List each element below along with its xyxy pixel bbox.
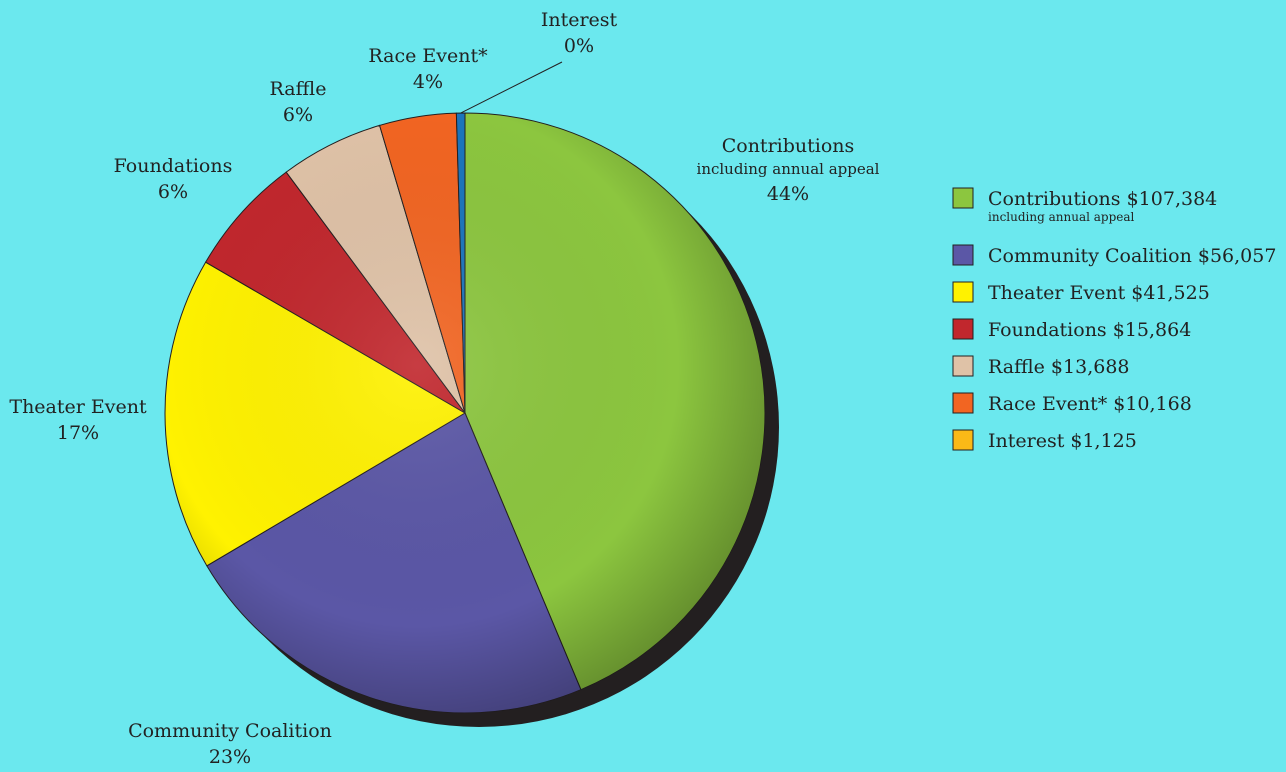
legend-text-5: Race Event* $10,168 xyxy=(988,393,1192,415)
slice-label-interest: Interest xyxy=(541,9,618,31)
slice-percent-community: 23% xyxy=(209,746,251,768)
legend-text-1: Community Coalition $56,057 xyxy=(988,245,1276,267)
legend-text-4: Raffle $13,688 xyxy=(988,356,1130,378)
legend-text-3: Foundations $15,864 xyxy=(988,319,1191,341)
slice-percent-raffle: 6% xyxy=(283,104,313,126)
slice-percent-contributions: 44% xyxy=(767,183,809,205)
legend-swatch-5 xyxy=(952,392,974,414)
slice-label-race: Race Event* xyxy=(368,45,488,67)
slice-percent-foundations: 6% xyxy=(158,181,188,203)
leader-line-interest xyxy=(460,61,563,114)
legend-swatch-6 xyxy=(952,429,974,451)
slice-percent-race: 4% xyxy=(413,71,443,93)
legend-swatch-4 xyxy=(952,355,974,377)
slice-labels: Contributions including annual appeal 44% C… xyxy=(9,9,879,768)
slice-percent-theater: 17% xyxy=(57,422,99,444)
legend-swatch-2 xyxy=(952,281,974,303)
pie-slices xyxy=(164,112,766,714)
legend-text-6: Interest $1,125 xyxy=(988,430,1137,452)
legend-subtext-0: including annual appeal xyxy=(988,210,1135,224)
legend-text-2: Theater Event $41,525 xyxy=(988,282,1210,304)
legend-swatch-3 xyxy=(952,318,974,340)
slice-percent-interest: 0% xyxy=(564,35,594,57)
slice-sublabel-contributions: including annual appeal xyxy=(697,160,880,178)
slice-label-raffle: Raffle xyxy=(270,78,327,100)
slice-label-contributions: Contributions xyxy=(722,135,855,157)
legend-text-0: Contributions $107,384 xyxy=(988,188,1217,210)
slice-label-community: Community Coalition xyxy=(128,720,332,742)
slice-label-theater: Theater Event xyxy=(9,396,147,418)
legend-swatch-0 xyxy=(952,187,974,209)
legend-swatch-1 xyxy=(952,244,974,266)
slice-label-foundations: Foundations xyxy=(114,155,233,177)
